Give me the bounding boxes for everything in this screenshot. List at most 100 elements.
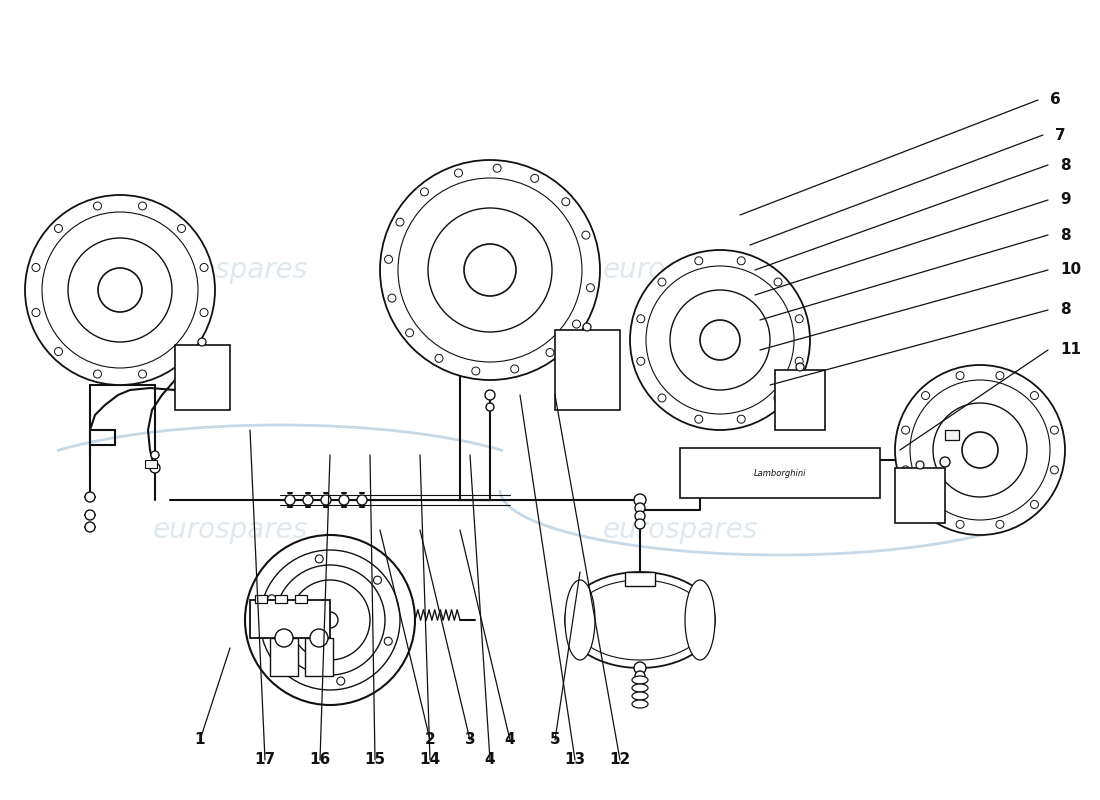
Circle shape [922,501,930,509]
Circle shape [454,169,462,177]
Circle shape [85,492,95,502]
Circle shape [634,662,646,674]
Circle shape [316,555,323,563]
Circle shape [406,329,414,337]
Text: 12: 12 [609,753,630,767]
Circle shape [85,522,95,532]
Ellipse shape [565,580,595,660]
Circle shape [486,403,494,411]
Circle shape [428,208,552,332]
Circle shape [795,314,803,322]
Circle shape [322,612,338,628]
Text: 4: 4 [485,753,495,767]
Circle shape [384,638,393,646]
Bar [680,448,880,498]
Text: 17: 17 [254,753,276,767]
Circle shape [658,394,666,402]
Text: 16: 16 [309,753,331,767]
Circle shape [275,629,293,647]
Bar [556,330,620,410]
Circle shape [910,380,1050,520]
Circle shape [1031,501,1038,509]
Circle shape [996,520,1004,528]
Circle shape [472,367,480,375]
Bar [625,572,654,586]
Circle shape [695,415,703,423]
Circle shape [1050,426,1058,434]
Circle shape [485,390,495,400]
Circle shape [902,426,910,434]
Circle shape [796,363,804,371]
Circle shape [1031,391,1038,399]
Circle shape [55,347,63,355]
Circle shape [434,354,443,362]
Circle shape [700,320,740,360]
Circle shape [94,370,101,378]
Ellipse shape [565,572,715,668]
Circle shape [68,238,172,342]
Circle shape [396,218,404,226]
Text: 8: 8 [1060,227,1070,242]
Text: 7: 7 [1055,127,1066,142]
Text: 3: 3 [464,733,475,747]
Circle shape [635,519,645,529]
Circle shape [510,365,519,373]
Text: 8: 8 [1060,158,1070,173]
Circle shape [635,511,645,521]
Bar [895,468,945,523]
Circle shape [546,349,554,357]
Circle shape [302,495,313,505]
Text: 1: 1 [195,733,206,747]
Circle shape [922,391,930,399]
Ellipse shape [685,580,715,660]
Bar [275,595,287,603]
Circle shape [278,656,286,664]
Text: eurospares: eurospares [603,516,758,544]
Circle shape [151,451,160,459]
Text: 13: 13 [564,753,585,767]
Circle shape [139,202,146,210]
Circle shape [572,320,581,328]
Circle shape [774,278,782,286]
Bar [175,345,230,410]
Circle shape [737,257,745,265]
Bar [945,430,959,440]
Circle shape [493,164,502,172]
Circle shape [795,358,803,366]
Circle shape [916,461,924,469]
Bar [776,370,825,430]
Ellipse shape [632,684,648,692]
Circle shape [956,372,964,380]
Circle shape [94,202,101,210]
Circle shape [285,495,295,505]
Circle shape [635,671,645,681]
Circle shape [32,263,40,271]
Circle shape [695,257,703,265]
Circle shape [956,520,964,528]
Text: 2: 2 [425,733,436,747]
Circle shape [374,576,382,584]
Text: 8: 8 [1060,302,1070,318]
Circle shape [337,677,344,685]
Circle shape [562,198,570,206]
Text: 5: 5 [550,733,560,747]
Circle shape [996,372,1004,380]
Circle shape [464,244,516,296]
Ellipse shape [632,676,648,684]
Circle shape [582,231,590,239]
Bar [145,460,157,468]
Circle shape [634,494,646,506]
Circle shape [940,457,950,467]
Circle shape [290,580,370,660]
Circle shape [630,250,810,430]
Circle shape [646,266,794,414]
Circle shape [200,263,208,271]
Text: 10: 10 [1060,262,1081,278]
Circle shape [85,510,95,520]
Bar [270,638,298,676]
Circle shape [177,347,186,355]
Circle shape [637,358,645,366]
Text: eurospares: eurospares [153,256,308,284]
Text: 9: 9 [1060,193,1070,207]
Circle shape [379,160,600,380]
